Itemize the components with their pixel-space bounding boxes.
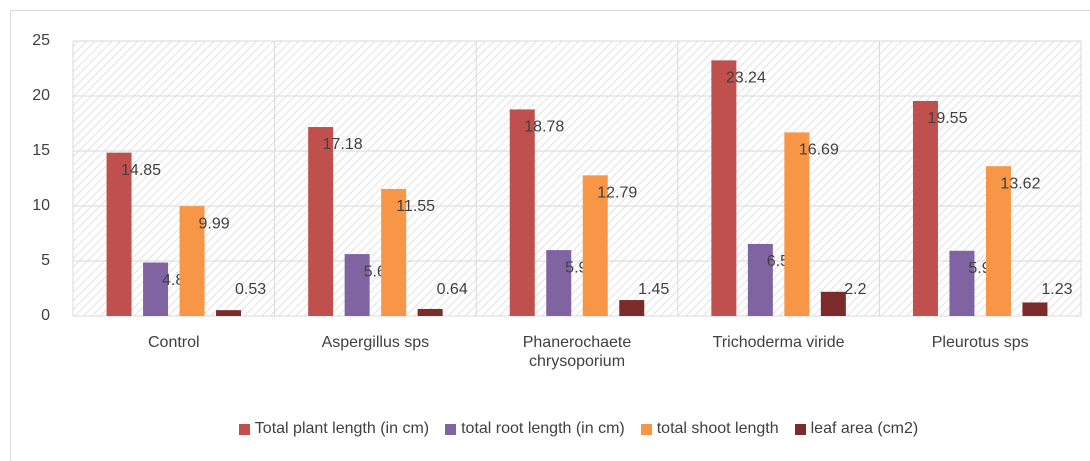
chart-border (10, 10, 1090, 461)
legend-item: total shoot length (640, 420, 779, 438)
data-label: 0.64 (437, 281, 468, 298)
data-label: 1.45 (638, 281, 669, 298)
bar (949, 250, 975, 316)
bar (143, 262, 169, 316)
bar (417, 308, 443, 316)
bar (711, 60, 737, 316)
data-label: 13.62 (1000, 175, 1040, 192)
y-tick-label: 10 (32, 197, 50, 214)
y-tick-label: 20 (32, 87, 50, 104)
y-tick-label: 5 (41, 252, 50, 269)
legend-label: Total plant length (in cm) (254, 420, 430, 437)
legend-item: total root length (in cm) (445, 420, 625, 438)
data-label: 19.55 (927, 110, 967, 127)
bar (546, 250, 572, 316)
x-tick-label: Control (148, 334, 200, 351)
data-label: 17.18 (323, 136, 363, 153)
bar (179, 206, 205, 316)
legend-swatch (640, 423, 652, 435)
legend-item: Total plant length (in cm) (238, 420, 430, 438)
bar (308, 127, 334, 317)
bar (1022, 302, 1048, 316)
data-label: 11.55 (396, 198, 435, 215)
data-label: 18.78 (524, 119, 564, 136)
legend-item: leaf area (cm2) (794, 420, 919, 438)
data-label: 16.69 (799, 142, 839, 159)
bar (582, 175, 608, 316)
x-tick-label: Phanerochaete chrysoporium (522, 334, 632, 370)
legend-label: leaf area (cm2) (810, 420, 919, 437)
bar (784, 132, 810, 316)
bar (106, 152, 132, 316)
bar (381, 188, 407, 316)
data-label: 14.85 (121, 162, 161, 179)
x-tick-label: Trichoderma viride (712, 334, 845, 351)
bar (509, 109, 535, 316)
bar (820, 291, 846, 316)
data-label: 1.23 (1041, 281, 1072, 298)
bar (985, 166, 1011, 316)
legend-swatch (445, 423, 457, 435)
x-tick-label: Aspergillus sps (321, 334, 430, 351)
bar (344, 254, 370, 316)
legend-swatch (794, 423, 806, 435)
data-label: 2.2 (844, 281, 866, 298)
bar (912, 100, 938, 316)
bar (216, 310, 242, 316)
y-tick-label: 15 (32, 142, 50, 159)
data-label: 0.53 (235, 281, 266, 298)
x-tick-label: Pleurotus sps (931, 334, 1029, 351)
legend: Total plant length (in cm) total root len… (75, 420, 1082, 438)
bar (619, 300, 645, 316)
y-tick-label: 0 (41, 307, 50, 324)
data-label: 9.99 (198, 215, 229, 232)
legend-swatch (238, 423, 250, 435)
legend-label: total root length (in cm) (461, 420, 625, 437)
bar (747, 243, 773, 316)
data-label: 23.24 (726, 70, 766, 87)
legend-label: total shoot length (656, 420, 779, 437)
y-tick-label: 25 (32, 32, 50, 49)
data-label: 12.79 (597, 185, 637, 202)
